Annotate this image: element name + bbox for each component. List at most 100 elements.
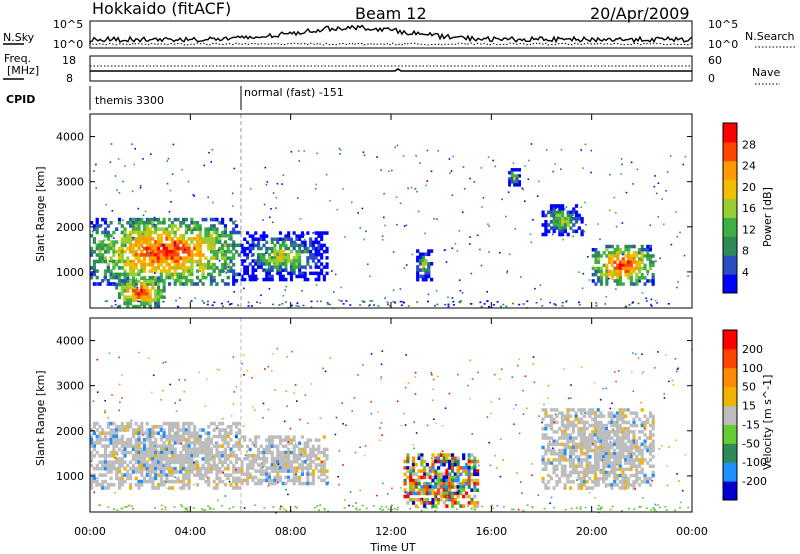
heatmap-cell [165,237,169,241]
heatmap-cell [109,272,113,277]
heatmap-cell [134,285,138,290]
heatmap-cell [145,295,149,299]
heatmap-cell [409,469,413,473]
scatter-cell [404,491,407,494]
scatter-cell [416,190,418,193]
heatmap-cell [616,269,620,274]
heatmap-cell [320,256,324,260]
heatmap-cell [607,464,611,468]
heatmap-cell [126,298,130,303]
scatter-cell [657,351,659,353]
heatmap-cell [284,234,288,238]
heatmap-cell [278,274,282,279]
heatmap-cell [95,269,99,273]
heatmap-cell [129,295,133,299]
scatter-cell [443,249,446,252]
heatmap-cell [624,476,628,481]
heatmap-cell [221,221,225,225]
heatmap-cell [165,437,169,442]
heatmap-cell [618,266,622,271]
heatmap-cell [198,227,202,231]
heatmap-cell [409,497,413,502]
heatmap-cell [179,486,183,490]
heatmap-cell [270,268,274,272]
heatmap-cell [184,470,188,474]
heatmap-cell [646,257,650,261]
scatter-cell [488,441,490,444]
heatmap-cell [414,482,418,486]
heatmap-cell [265,274,269,279]
heatmap-cell [218,434,222,439]
heatmap-cell [580,448,584,453]
heatmap-cell [187,447,191,452]
heatmap-cell [284,268,288,272]
heatmap-cell [610,423,614,428]
scatter-cell [133,435,135,437]
heatmap-cell [295,475,299,480]
heatmap-cell [555,430,559,434]
heatmap-cell [151,463,155,468]
heatmap-cell [411,462,416,467]
scatter-cell [171,173,174,175]
scatter-cell [281,303,284,305]
scatter-cell [528,159,530,162]
heatmap-cell [651,473,655,478]
heatmap-cell [148,282,152,286]
scatter-cell [368,304,371,306]
heatmap-cell [190,454,194,458]
heatmap-cell [311,472,315,476]
heatmap-cell [605,272,609,277]
scatter-cell [526,504,529,506]
scatter-cell [138,351,140,354]
heatmap-cell [234,444,239,448]
scatter-cell [284,289,286,291]
heatmap-cell [123,447,127,452]
scatter-cell [638,280,641,282]
scatter-cell [387,493,389,495]
heatmap-cell [569,210,573,215]
heatmap-cell [259,234,263,238]
heatmap-cell [555,210,559,215]
scatter-cell [199,270,201,272]
heatmap-cell [145,431,149,435]
heatmap-cell [143,224,147,228]
heatmap-cell [439,482,443,486]
heatmap-cell [643,420,647,425]
scatter-cell [508,253,511,255]
scatter-cell [363,238,365,241]
heatmap-cell [106,483,110,487]
heatmap-cell [143,304,147,309]
heatmap-cell [289,463,293,467]
scatter-cell [277,463,280,465]
heatmap-cell [423,475,427,480]
heatmap-cell [303,447,307,452]
heatmap-cell [154,275,158,280]
scatter-cell [96,477,99,480]
heatmap-cell [184,473,188,477]
heatmap-cell [115,450,119,455]
heatmap-cell [582,445,586,450]
heatmap-cell [237,431,241,435]
heatmap-cell [232,275,236,280]
heatmap-cell [577,470,581,475]
heatmap-cell [198,233,202,238]
heatmap-cell [270,256,274,260]
heatmap-cell [292,271,296,276]
heatmap-cell [106,279,110,283]
heatmap-cell [223,441,227,445]
heatmap-cell [544,232,548,237]
heatmap-cell [257,265,261,269]
heatmap-cell [117,470,122,474]
heatmap-cell [262,469,266,473]
heatmap-cell [442,501,446,505]
heatmap-cell [257,447,261,452]
heatmap-cell [215,266,219,270]
heatmap-cell [151,447,155,452]
heatmap-cell [173,421,177,426]
scatter-cell [305,268,307,270]
heatmap-cell [552,213,556,218]
scatter-cell [543,507,546,510]
heatmap-cell [112,483,116,487]
scatter-cell [179,296,181,299]
heatmap-cell [311,460,315,464]
